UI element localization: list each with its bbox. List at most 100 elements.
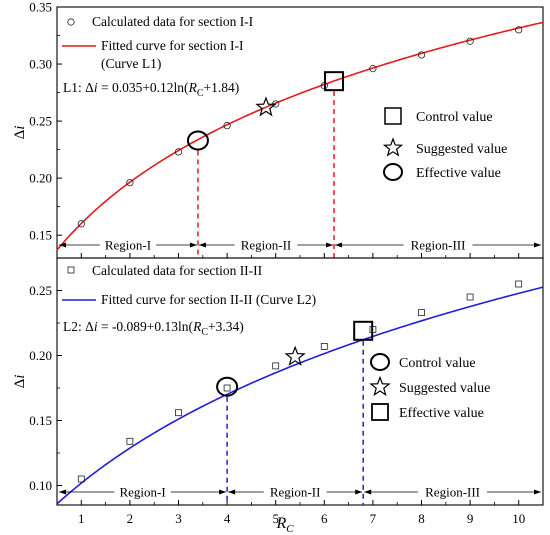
fit-equation-part: i	[94, 80, 98, 95]
x-axis-label-part: R	[275, 515, 286, 532]
legend-effective-label: Effective value	[416, 166, 501, 181]
legend-effective-symbol	[383, 163, 403, 181]
effective-value-marker	[186, 130, 209, 151]
region-label-bg	[114, 484, 171, 500]
fit-equation-part: L2: Δ	[63, 319, 94, 334]
region-label: Region-I	[119, 485, 165, 500]
region-arrow-arrow-right	[326, 242, 334, 248]
fit-equation-part: = 0.035+0.12ln(	[98, 80, 189, 95]
y-axis-label-part: Δ	[12, 378, 28, 388]
data-point	[466, 37, 474, 45]
x-tick-label: 10	[512, 511, 525, 526]
region-label-bg	[403, 237, 473, 253]
x-axis-label-part: C	[286, 523, 294, 535]
data-point	[77, 220, 85, 228]
x-tick-label: 6	[321, 511, 328, 526]
data-point	[369, 65, 377, 73]
region-label: Region-II	[270, 485, 321, 500]
x-tick-label: 4	[224, 511, 231, 526]
fit-equation-part: C	[201, 327, 208, 338]
data-point	[126, 179, 134, 187]
x-tick-label: 9	[467, 511, 474, 526]
fit-equation: L2: Δi = -0.089+0.13ln(RC+3.34)	[63, 319, 244, 338]
data-point	[272, 362, 280, 370]
y-tick-label: 0.20	[29, 171, 52, 186]
x-tick-label: 1	[78, 511, 85, 526]
y-tick-label: 0.30	[29, 57, 52, 72]
fit-equation-part: R	[188, 80, 198, 95]
region-label-bg	[234, 237, 298, 253]
legend-control-symbol	[370, 353, 390, 371]
data-point	[466, 293, 474, 301]
fit-equation-part: +3.34)	[208, 319, 244, 334]
x-tick-label: 7	[370, 511, 377, 526]
x-tick-label: 8	[418, 511, 425, 526]
x-axis-label: RC	[275, 515, 294, 535]
legend-effective-symbol	[371, 403, 389, 421]
region-arrow-arrow-left	[59, 242, 66, 248]
data-point	[126, 437, 134, 445]
y-axis-label-part: i	[12, 126, 28, 130]
y-tick-label: 0.15	[29, 228, 52, 243]
fit-equation-part: i	[94, 319, 98, 334]
region-label: Region-II	[241, 238, 292, 253]
y-axis-label: Δi	[12, 126, 28, 140]
legend-points-label: Calculated data for section II-II	[92, 263, 263, 278]
region-arrow-arrow-right	[355, 489, 363, 495]
suggested-value-marker	[255, 96, 277, 117]
y-tick-label: 0.20	[29, 348, 52, 363]
region-arrow-arrow-left	[335, 242, 343, 248]
data-point	[174, 148, 183, 156]
y-axis-label-part: i	[12, 375, 28, 379]
fit-equation-part: R	[192, 319, 202, 334]
fit-equation: L1: Δi = 0.035+0.12ln(RC+1.84)	[63, 80, 239, 99]
region-arrow-arrow-left	[198, 242, 206, 248]
legend-curve-label: Fitted curve for section I-I	[101, 38, 244, 53]
control-value-marker	[324, 71, 345, 92]
legend-suggested-symbol	[382, 137, 404, 157]
legend-control-symbol	[384, 107, 402, 125]
legend-suggested-label: Suggested value	[399, 381, 490, 396]
legend-control-label: Control value	[416, 110, 493, 125]
legend-points-label: Calculated data for section I-I	[92, 14, 254, 29]
legend-curve-label: Fitted curve for section II-II (Curve L2…	[101, 292, 316, 307]
y-axis-label-part: Δ	[12, 129, 28, 139]
legend-point-symbol	[67, 18, 75, 26]
fitted-curve	[56, 21, 544, 251]
region-label: Region-I	[105, 238, 151, 253]
x-tick-label: 5	[272, 511, 279, 526]
data-point	[223, 122, 231, 130]
fit-equation-part: = -0.089+0.13ln(	[98, 319, 194, 334]
legend-control-label: Control value	[399, 356, 476, 371]
legend-effective-label: Effective value	[399, 406, 484, 421]
legend-suggested-label: Suggested value	[416, 142, 507, 157]
region-arrow-arrow-right	[534, 489, 541, 495]
data-point	[223, 384, 231, 392]
data-point	[320, 342, 328, 350]
fit-equation-part: +1.84)	[203, 80, 239, 95]
data-point	[77, 475, 85, 483]
fit-equation-part: C	[197, 88, 204, 99]
y-tick-label: 0.10	[29, 478, 52, 493]
y-axis-label: Δi	[12, 375, 28, 389]
data-point	[417, 51, 426, 59]
control-value-marker	[216, 376, 239, 397]
y-tick-label: 0.15	[29, 413, 52, 428]
effective-value-marker	[353, 320, 374, 341]
data-point	[175, 409, 182, 417]
data-point	[515, 26, 523, 34]
region-arrow-arrow-left	[364, 489, 372, 495]
suggested-value-marker	[284, 345, 306, 366]
region-arrow-arrow-right	[189, 242, 197, 248]
y-tick-label: 0.25	[29, 283, 52, 298]
region-label-bg	[99, 237, 157, 253]
y-tick-label: 0.35	[29, 0, 52, 15]
legend-curve-label-2: (Curve L1)	[101, 56, 161, 71]
region-arrow-arrow-right	[534, 242, 541, 248]
x-tick-label: 2	[127, 511, 134, 526]
region-arrow-arrow-left	[59, 489, 66, 495]
bottom-chart-panel: 0.10 0.15 0.20 0.25 1 2 3 4 5 6 7 8 9 10 Δi Region-I Reg…	[12, 257, 544, 535]
region-label-bg	[418, 484, 488, 500]
region-label: Region-III	[425, 485, 480, 500]
